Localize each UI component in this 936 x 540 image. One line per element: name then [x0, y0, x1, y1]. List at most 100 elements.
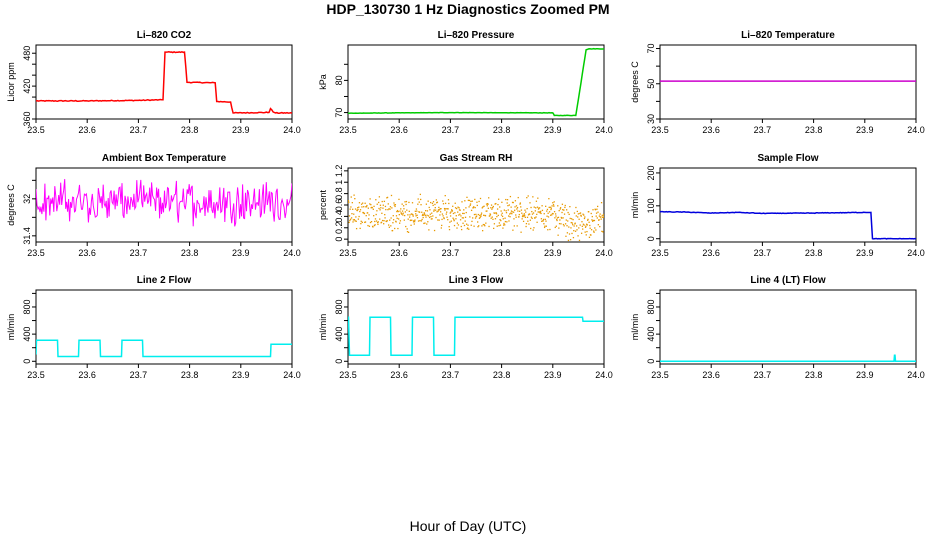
panel-5-point	[410, 219, 412, 221]
panel-5-point	[537, 211, 539, 213]
panel-6-series-line	[660, 210, 916, 240]
panel-5-point	[353, 219, 356, 221]
panel-5-point	[404, 211, 407, 213]
panel-5-point	[454, 207, 457, 209]
panel-5-point	[527, 220, 529, 222]
panel-5-point	[537, 197, 539, 199]
panel-6: Sample Flow 23.5 23.6 23.7 23.8 23.9 24.0 0 100 2…	[630, 153, 925, 258]
panel-5-point	[374, 220, 376, 223]
panel-5-point	[443, 217, 445, 219]
panel-5-point	[382, 207, 384, 209]
panel-5-point	[483, 205, 485, 207]
panel-5-point	[536, 213, 538, 216]
panel-5-point	[355, 216, 357, 218]
panel-5-point	[464, 216, 467, 218]
panel-5-point	[431, 202, 434, 204]
panel-5-point	[503, 222, 505, 225]
panel-5-point	[536, 206, 539, 208]
panel-5-point	[429, 213, 431, 215]
panel-5-point	[370, 221, 373, 223]
panel-5-point	[445, 213, 447, 215]
panel-5-point	[393, 202, 395, 204]
panel-5-point	[436, 202, 438, 204]
panel-5-ytick-label: 0.2	[334, 222, 344, 235]
panel-5-point	[554, 217, 556, 219]
panel-5-point	[409, 216, 411, 218]
panel-5-point	[473, 225, 475, 227]
panel-9-xtick-label: 24.0	[907, 370, 925, 380]
panel-5-point	[591, 215, 593, 218]
panel-5-point	[576, 210, 578, 213]
panel-4-ytick-label: 32	[22, 194, 32, 204]
panel-5-point	[348, 200, 350, 202]
panel-5-point	[527, 214, 530, 216]
panel-5-point	[583, 217, 586, 220]
panel-5-point	[474, 198, 476, 201]
panel-5-point	[405, 225, 407, 228]
panel-5-point	[537, 208, 540, 210]
panel-5-point	[529, 219, 531, 221]
panel-5-point	[430, 215, 432, 218]
panel-4-xtick-label: 23.5	[27, 248, 45, 258]
panel-5-point	[430, 218, 433, 220]
panel-5-ytick-label: 1	[334, 180, 344, 185]
panel-5-point	[601, 214, 603, 217]
panel-5-point	[390, 225, 392, 227]
panel-5-point	[406, 228, 408, 230]
panel-1-data	[36, 50, 292, 115]
panel-5-point	[515, 216, 517, 218]
panel-5-point	[444, 209, 446, 211]
panel-5-point	[491, 216, 493, 218]
panel-5-point	[522, 220, 525, 223]
panel-5-point	[375, 213, 377, 216]
panel-5-point	[359, 210, 361, 213]
panel-5-point	[495, 212, 497, 214]
panel-5-point	[454, 202, 456, 204]
panel-5-point	[412, 221, 415, 223]
panel-5-point	[512, 211, 515, 213]
panel-5-point	[351, 213, 353, 215]
panel-5-point	[480, 212, 483, 214]
panel-5-point	[557, 234, 559, 236]
panel-5-point	[560, 223, 562, 225]
panel-7-ylabel: ml/min	[6, 314, 16, 341]
panel-5-point	[381, 200, 383, 203]
panel-5-point	[571, 232, 573, 235]
panel-6-xtick-label: 23.7	[754, 248, 772, 258]
panel-5-point	[468, 199, 471, 202]
panel-5-point	[593, 219, 596, 222]
panel-5-point	[505, 210, 507, 212]
panel-5-point	[506, 221, 508, 223]
panel-5-point	[353, 213, 355, 215]
panel-5-point	[588, 211, 590, 213]
panel-5-point	[594, 227, 596, 229]
panel-9-data	[660, 354, 916, 363]
panel-5-point	[469, 203, 472, 205]
panel-1-xtick-label: 23.9	[232, 125, 250, 135]
panel-5-point	[370, 204, 372, 206]
panel-5-point	[564, 223, 567, 225]
panel-5-point	[426, 223, 428, 225]
panel-5-point	[410, 213, 413, 215]
panel-5-point	[500, 210, 502, 212]
panel-5-point	[352, 219, 355, 221]
panel-5-point	[407, 231, 410, 233]
panel-5-point	[477, 221, 479, 223]
panel-5-point	[525, 225, 527, 228]
panel-5-point	[456, 222, 459, 224]
panel-5-point	[399, 222, 401, 224]
panel-5-point	[580, 215, 582, 217]
panel-5-point	[417, 203, 419, 205]
panel-2-xtick-label: 23.9	[544, 125, 562, 135]
panel-5-point	[587, 218, 589, 221]
panel-3-xtick-label: 24.0	[907, 125, 925, 135]
panel-5-point	[546, 210, 548, 212]
panel-5-point	[403, 208, 405, 210]
panel-5-point	[544, 218, 546, 221]
panel-5-point	[396, 209, 399, 212]
panel-5-point	[489, 215, 491, 217]
panel-5-point	[571, 218, 573, 220]
panel-5-point	[418, 201, 420, 203]
panel-5-point	[350, 217, 353, 219]
panel-5-point	[570, 227, 572, 229]
